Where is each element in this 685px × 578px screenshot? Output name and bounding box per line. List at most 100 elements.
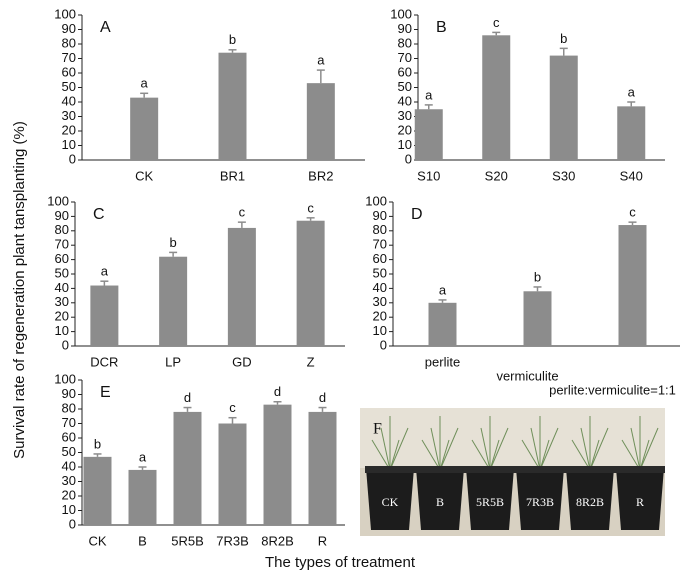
grass-blade (589, 427, 609, 471)
y-tick-label: 20 (398, 122, 412, 137)
significance-letter: b (170, 235, 177, 250)
bar (296, 220, 325, 346)
x-tick-label: perlite (425, 354, 460, 369)
panel-label: D (411, 206, 423, 223)
y-tick-label: 90 (373, 208, 387, 223)
bar (128, 469, 157, 525)
pot (566, 468, 614, 530)
y-tick-label: 0 (69, 516, 76, 531)
grass-blade (380, 427, 391, 471)
significance-letter: c (629, 205, 636, 220)
y-tick-label: 70 (55, 237, 69, 252)
y-tick-label: 20 (62, 487, 76, 502)
y-tick-label: 10 (62, 502, 76, 517)
bar (227, 227, 256, 346)
significance-letter: d (319, 390, 326, 405)
x-tick-label: S10 (417, 168, 440, 183)
pot (516, 468, 564, 530)
grass-blade (589, 439, 600, 471)
y-tick-label: 30 (62, 473, 76, 488)
x-tick-label: 5R5B (171, 533, 204, 548)
y-tick-label: 80 (55, 222, 69, 237)
significance-letter: c (239, 205, 246, 220)
bar (263, 404, 292, 525)
bar (159, 256, 188, 346)
panel-label: C (93, 206, 105, 223)
y-tick-label: 100 (54, 371, 76, 386)
bar (617, 106, 646, 160)
x-tick-label: BR1 (220, 168, 245, 183)
y-tick-label: 40 (55, 280, 69, 295)
y-tick-label: 70 (62, 50, 76, 65)
x-tick-label: GD (232, 354, 252, 369)
grass-blade (430, 427, 441, 471)
y-tick-label: 100 (365, 193, 387, 208)
grass-blade (530, 427, 541, 471)
y-tick-label: 70 (398, 50, 412, 65)
grass-blade (621, 439, 641, 471)
y-tick-label: 0 (69, 151, 76, 166)
pot (366, 468, 414, 530)
grass-blade (371, 439, 391, 471)
y-tick-label: 0 (62, 337, 69, 352)
y-tick-label: 0 (405, 151, 412, 166)
bar (523, 291, 552, 346)
y-tick-label: 80 (62, 35, 76, 50)
y-axis-label: Survival rate of regeneration plant tans… (11, 121, 28, 459)
grass-blade (439, 427, 459, 471)
grass-blade (639, 427, 659, 471)
y-tick-label: 60 (55, 251, 69, 266)
significance-letter: d (274, 384, 281, 399)
grass-blade (521, 439, 541, 471)
pot-label: 5R5B (476, 495, 504, 509)
panel-label: B (436, 19, 447, 36)
significance-letter: c (493, 15, 500, 30)
significance-letter: d (184, 390, 191, 405)
bar (218, 423, 247, 525)
y-tick-label: 70 (373, 237, 387, 252)
bar (482, 35, 511, 160)
bar (428, 302, 457, 346)
y-tick-label: 40 (398, 93, 412, 108)
grass-blade (389, 427, 409, 471)
grass-blade (471, 439, 491, 471)
x-tick-label: BR2 (308, 168, 333, 183)
significance-letter: a (101, 264, 109, 279)
x-tick-label: S30 (552, 168, 575, 183)
y-tick-label: 60 (62, 429, 76, 444)
grass-blade (439, 439, 450, 471)
bar (218, 52, 247, 161)
bar (306, 83, 335, 160)
bar (173, 411, 202, 525)
significance-letter: a (439, 282, 447, 297)
pot-rim (415, 466, 465, 473)
y-tick-label: 10 (373, 323, 387, 338)
grass-blade (480, 427, 491, 471)
y-tick-label: 80 (62, 400, 76, 415)
y-tick-label: 40 (62, 458, 76, 473)
y-tick-label: 10 (62, 137, 76, 152)
panel-label: E (100, 384, 111, 401)
y-tick-label: 100 (54, 6, 76, 21)
pot-rim (465, 466, 515, 473)
significance-letter: a (628, 84, 636, 99)
significance-letter: b (94, 436, 101, 451)
significance-letter: c (307, 200, 314, 215)
significance-letter: b (229, 32, 236, 47)
x-tick-label: 7R3B (216, 533, 249, 548)
photo-wall (360, 408, 665, 468)
significance-letter: a (141, 76, 149, 91)
bar (90, 285, 119, 346)
significance-letter: a (425, 87, 433, 102)
pot-label: 7R3B (526, 495, 554, 509)
y-tick-label: 10 (398, 137, 412, 152)
y-tick-label: 90 (398, 21, 412, 36)
x-tick-label: S20 (485, 168, 508, 183)
pot (616, 468, 664, 530)
bar (549, 55, 578, 160)
bar (308, 411, 337, 525)
bar (618, 225, 647, 346)
pot (416, 468, 464, 530)
grass-blade (580, 427, 591, 471)
